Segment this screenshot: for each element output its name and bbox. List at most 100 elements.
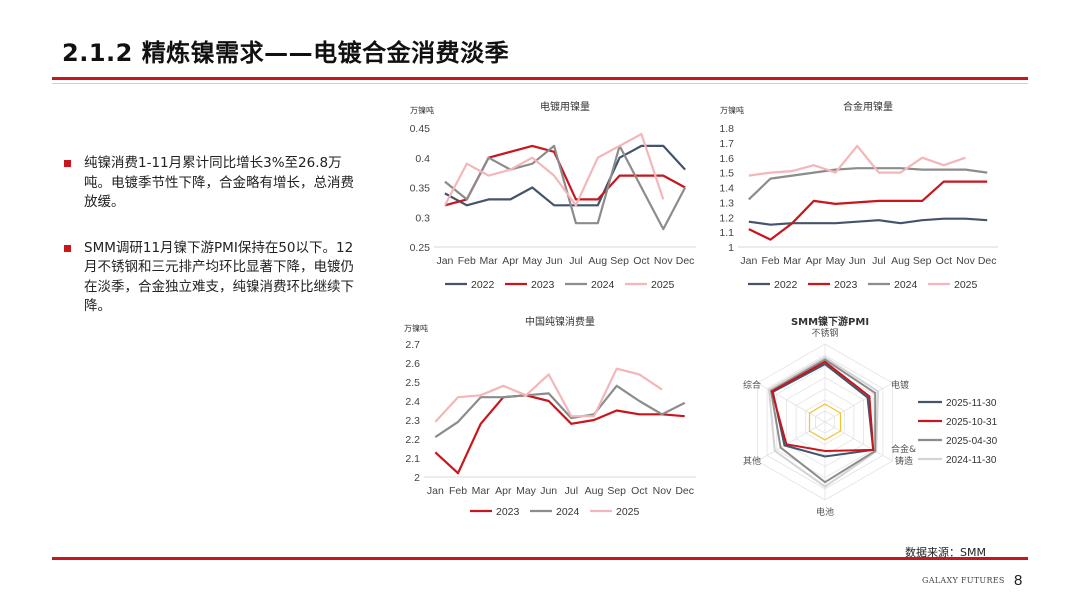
x-tick-label: Dec (676, 255, 695, 267)
y-tick-label: 0.3 (415, 212, 430, 224)
series-line-2025 (748, 144, 966, 177)
x-tick-label: Aug (588, 255, 607, 267)
x-tick-label: Aug (585, 485, 604, 497)
legend-label-2025-10-31: 2025-10-31 (946, 417, 998, 428)
bullet-text: SMM调研11月镍下游PMI保持在50以下。12月不锈钢和三元排产均环比显著下降… (84, 239, 354, 315)
y-tick-label: 2.6 (405, 358, 420, 370)
x-tick-label: Apr (806, 255, 823, 267)
radar-axis-label: 电池 (816, 506, 834, 518)
x-tick-label: Aug (891, 255, 910, 267)
y-tick-label: 2.4 (405, 396, 420, 408)
legend-label-2025: 2025 (954, 279, 978, 291)
y-tick-label: 1.8 (719, 123, 734, 135)
radar-spoke (757, 382, 826, 423)
radar-series-2024-11-30 (767, 356, 880, 488)
y-tick-label: 2.5 (405, 377, 420, 389)
x-tick-label: Jul (565, 485, 578, 497)
x-tick-label: Dec (675, 485, 694, 497)
data-source: 数据来源：SMM (905, 546, 986, 559)
legend-label-2025: 2025 (616, 506, 640, 518)
x-tick-label: Jun (540, 485, 557, 497)
series-line-2024 (748, 167, 988, 201)
radar-spoke (824, 382, 893, 423)
radar-axis-label: 其他 (743, 455, 761, 467)
y-tick-label: 2 (414, 472, 420, 484)
page-title: 2.1.2 精炼镍需求——电镀合金消费淡季 (62, 39, 510, 67)
x-tick-label: May (516, 485, 537, 497)
x-tick-label: Jan (740, 255, 757, 267)
series-line-2022 (748, 217, 988, 226)
y-tick-label: 1.7 (719, 138, 734, 150)
x-tick-label: Oct (633, 255, 649, 267)
x-tick-label: Feb (761, 255, 779, 267)
radar-axis-label: 不锈钢 (811, 327, 838, 339)
legend-label-2022: 2022 (774, 279, 798, 291)
y-tick-label: 1.6 (719, 153, 734, 165)
chart-electroplating: 电镀用镍量 万镍吨 0.25 0.3 0.35 0.4 0.45 Jan Feb Mar Apr Ma… (400, 96, 700, 296)
y-tick-label: 1.3 (719, 197, 734, 209)
series-line-2024 (444, 144, 687, 231)
chart-title: 合金用镍量 (843, 100, 893, 113)
bullet-text: 纯镍消费1-11月累计同比增长3%至26.8万吨。电镀季节性下降，合金略有增长，… (84, 155, 354, 210)
x-tick-label: Nov (653, 485, 672, 497)
y-tick-label: 2.1 (405, 453, 420, 465)
x-tick-label: Feb (449, 485, 467, 497)
legend-label-2025-11-30: 2025-11-30 (946, 398, 997, 409)
series-line-2025 (434, 367, 663, 423)
legend-label-2025: 2025 (651, 279, 675, 291)
y-tick-label: 2.3 (405, 415, 420, 427)
legend-label-2024-11-30: 2024-11-30 (946, 455, 997, 466)
chart-title: 中国纯镍消费量 (525, 315, 595, 328)
x-tick-label: Sep (607, 485, 626, 497)
y-tick-label: 1.4 (719, 183, 734, 195)
y-tick-label: 2.7 (405, 339, 420, 351)
footer-brand: GALAXY FUTURES (922, 576, 1005, 585)
title-underline-thin (52, 83, 1028, 84)
x-tick-label: Jun (546, 255, 563, 267)
radar-axis-label: 电镀 (891, 379, 909, 391)
y-tick-label: 0.35 (410, 183, 431, 195)
radar-series-2025-10-31 (770, 360, 875, 453)
footer-divider (52, 557, 1028, 560)
x-tick-label: May (522, 255, 543, 267)
legend-label-2024: 2024 (894, 279, 918, 291)
page-number: 8 (1014, 572, 1023, 589)
radar-spoke (757, 421, 826, 462)
x-tick-label: Feb (458, 255, 476, 267)
x-tick-label: Dec (978, 255, 997, 267)
x-tick-label: Apr (502, 255, 519, 267)
radar-axis-label: 铸造 (895, 455, 913, 467)
x-tick-label: Nov (654, 255, 673, 267)
x-tick-label: Jul (569, 255, 582, 267)
chart-pmi: SMM镍下游PMI 不锈钢 电镀 合金& 铸造 电池 其他 综合 2025-11-30 2025-… (720, 312, 1020, 522)
x-tick-label: Sep (610, 255, 629, 267)
x-tick-label: Mar (480, 255, 499, 267)
y-tick-label: 0.4 (415, 153, 430, 165)
y-axis-unit-label: 万镍吨 (410, 105, 434, 115)
series-line-2025 (443, 132, 665, 207)
bullet-square-icon (64, 160, 71, 167)
x-tick-label: Oct (936, 255, 952, 267)
x-tick-label: Jul (872, 255, 885, 267)
x-tick-label: Apr (495, 485, 512, 497)
legend-label-2024: 2024 (591, 279, 615, 291)
x-tick-label: Jun (849, 255, 866, 267)
chart-consumption: 中国纯镍消费量 万镍吨 2 2.1 2.2 2.3 2.4 2.5 2.6 2.7 Jan Feb Ma… (400, 312, 700, 522)
legend-label-2023: 2023 (834, 279, 858, 291)
x-tick-label: Jan (436, 255, 453, 267)
chart-alloy: 合金用镍量 万镍吨 1 1.1 1.2 1.3 1.4 1.5 1.6 1.7 1.8 Jan Feb M… (712, 96, 1008, 296)
x-tick-label: Mar (472, 485, 491, 497)
legend-label-2024: 2024 (556, 506, 580, 518)
y-axis-unit-label: 万镍吨 (404, 323, 428, 333)
chart-title: 电镀用镍量 (540, 100, 590, 113)
radar-axis-label: 综合 (743, 379, 761, 391)
x-tick-label: Oct (631, 485, 647, 497)
chart-electroplating-svg: 电镀用镍量 万镍吨 0.25 0.3 0.35 0.4 0.45 Jan Feb Mar Apr Ma… (410, 100, 696, 291)
chart-title: SMM镍下游PMI (791, 315, 869, 328)
bullet-item: 纯镍消费1-11月累计同比增长3%至26.8万吨。电镀季节性下降，合金略有增长，… (62, 154, 362, 213)
legend-label-2023: 2023 (496, 506, 520, 518)
legend-label-2025-04-30: 2025-04-30 (946, 436, 998, 447)
bullet-list: 纯镍消费1-11月累计同比增长3%至26.8万吨。电镀季节性下降，合金略有增长，… (62, 154, 362, 343)
legend-label-2023: 2023 (531, 279, 555, 291)
